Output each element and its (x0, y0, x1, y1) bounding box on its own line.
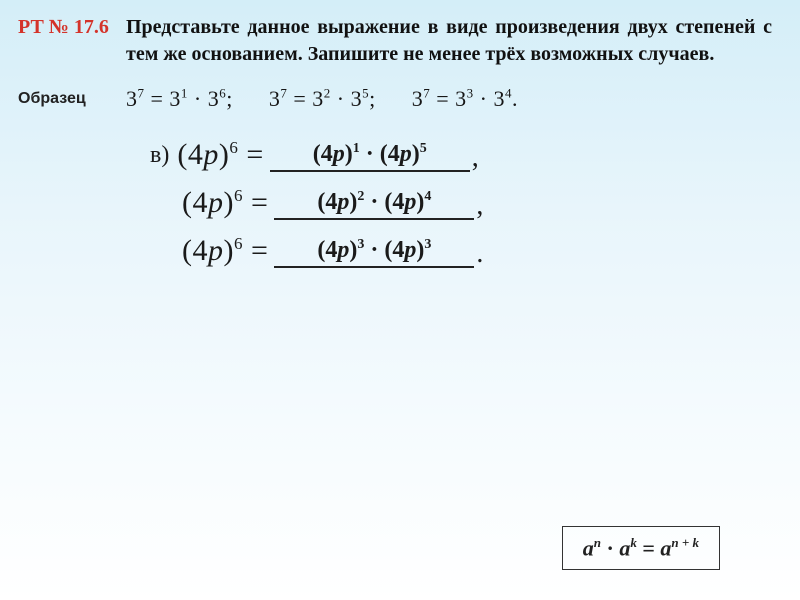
work-line: (4p)6 = (4p)3 · (4p)3 . (182, 234, 800, 268)
answer-blank: (4p)3 · (4p)3 (274, 237, 474, 268)
formula-box: an · ak = an + k (562, 526, 720, 570)
tail-punct: , (474, 190, 483, 222)
example-row: Образец 37 = 31 · 36; 37 = 32 · 35; 37 =… (0, 68, 800, 112)
work-block: в) (4p)6 = (4p)1 · (4p)5 , (4p)6 = (4p)2… (150, 138, 800, 268)
lhs-expr: (4p)6 = (182, 186, 268, 220)
header-row: РТ № 17.6 Представьте данное выражение в… (0, 0, 800, 68)
work-line: (4p)6 = (4p)2 · (4p)4 , (182, 186, 800, 220)
example-body: 37 = 31 · 36; 37 = 32 · 35; 37 = 33 · 34… (126, 86, 518, 112)
lhs-expr: (4p)6 = (177, 138, 263, 172)
answer-blank: (4p)1 · (4p)5 (270, 141, 470, 172)
work-line: в) (4p)6 = (4p)1 · (4p)5 , (150, 138, 800, 172)
tail-punct: , (470, 142, 479, 174)
variant-letter: в) (150, 142, 169, 169)
example-item: 37 = 33 · 34. (412, 86, 518, 111)
answer-blank: (4p)2 · (4p)4 (274, 189, 474, 220)
example-label: Образец (18, 90, 126, 108)
lhs-expr: (4p)6 = (182, 234, 268, 268)
example-item: 37 = 32 · 35; (269, 86, 382, 111)
exercise-label: РТ № 17.6 (18, 14, 126, 39)
task-text: Представьте данное выражение в виде прои… (126, 14, 772, 68)
tail-punct: . (474, 238, 483, 270)
example-item: 37 = 31 · 36; (126, 86, 239, 111)
